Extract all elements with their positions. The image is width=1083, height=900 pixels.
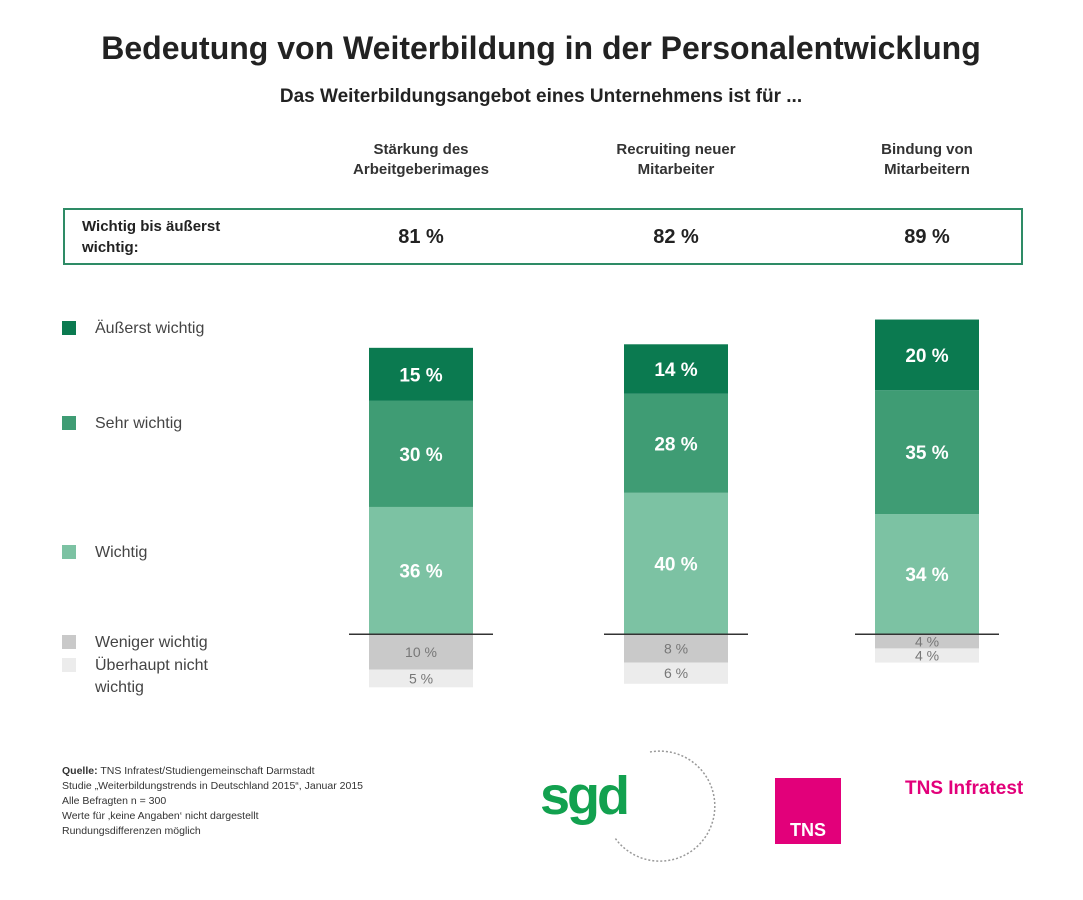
category-label: Bindung von Mitarbeitern xyxy=(881,141,973,178)
value-label: 8 % xyxy=(664,640,688,656)
source-line: Studie „Weiterbildungstrends in Deutschl… xyxy=(62,780,363,792)
source-line: Quelle: TNS Infratest/Studiengemeinschaf… xyxy=(62,764,363,779)
bar-segment xyxy=(875,648,979,663)
legend-label: Wichtig xyxy=(95,544,148,561)
bar-segment xyxy=(875,319,979,391)
tns-infratest-logo: TNS Infratest xyxy=(905,778,1024,799)
chart-subtitle: Das Weiterbildungsangebot eines Unterneh… xyxy=(279,86,803,107)
value-label: 6 % xyxy=(664,665,688,681)
value-label: 14 % xyxy=(654,360,697,381)
bar-segment xyxy=(369,347,473,401)
legend-label: Überhaupt nicht wichtig xyxy=(95,657,208,696)
source-text: TNS Infratest/Studiengemeinschaft Darmst… xyxy=(100,765,315,777)
source: Quelle: TNS Infratest/Studiengemeinschaf… xyxy=(62,764,363,839)
bar-segment xyxy=(875,390,979,515)
legend-swatch xyxy=(62,416,76,430)
source-label: Quelle: xyxy=(62,765,98,777)
source-line: Alle Befragten n = 300 xyxy=(62,795,167,807)
legend-label: Weniger wichtig xyxy=(95,634,208,651)
bar-segment xyxy=(369,634,473,670)
legend-swatch xyxy=(62,545,76,559)
bar-segment xyxy=(624,393,728,493)
bar-segment xyxy=(624,492,728,635)
summary-value: 81 % xyxy=(398,226,444,248)
value-label: 15 % xyxy=(399,365,442,386)
category-label: Recruiting neuer Mitarbeiter xyxy=(616,141,736,178)
tns-logo-box xyxy=(775,778,841,844)
bar-segment xyxy=(624,662,728,684)
bar-segment xyxy=(624,344,728,394)
legend-swatch xyxy=(62,658,76,672)
value-label: 4 % xyxy=(915,647,939,663)
value-label: 5 % xyxy=(409,670,433,686)
legend-swatch xyxy=(62,321,76,335)
summary-value: 82 % xyxy=(653,226,699,248)
summary-box xyxy=(63,208,1023,265)
sgd-logo-ring xyxy=(614,750,716,862)
value-label: 40 % xyxy=(654,555,697,576)
legend-label: Äußerst wichtig xyxy=(95,320,205,337)
bar-segment xyxy=(624,634,728,663)
value-label: 34 % xyxy=(905,565,948,586)
value-label: 35 % xyxy=(905,443,948,464)
legend-swatch xyxy=(62,635,76,649)
chart-title: Bedeutung von Weiterbildung in der Perso… xyxy=(101,30,981,66)
summary-value: 89 % xyxy=(904,226,950,248)
legend-label: Sehr wichtig xyxy=(95,415,183,432)
bar-segment xyxy=(369,669,473,688)
bar-segment xyxy=(875,514,979,635)
value-label: 4 % xyxy=(915,633,939,649)
value-label: 28 % xyxy=(654,434,697,455)
value-label: 20 % xyxy=(905,346,948,367)
bar-segment xyxy=(369,506,473,635)
value-label: 30 % xyxy=(399,445,442,466)
category-label: Stärkung des Arbeitgeberimages xyxy=(353,141,489,178)
source-line: Rundungsdifferenzen möglich xyxy=(62,825,201,837)
value-label: 36 % xyxy=(399,562,442,583)
value-label: 10 % xyxy=(405,644,437,660)
bar-segment xyxy=(875,634,979,649)
bar-segment xyxy=(369,400,473,507)
tns-logo: TNS xyxy=(790,820,826,840)
summary-label: Wichtig bis äußerst wichtig: xyxy=(82,218,221,256)
sgd-logo: sgd xyxy=(540,766,630,826)
source-line: Werte für ‚keine Angaben‘ nicht dargeste… xyxy=(62,810,259,822)
